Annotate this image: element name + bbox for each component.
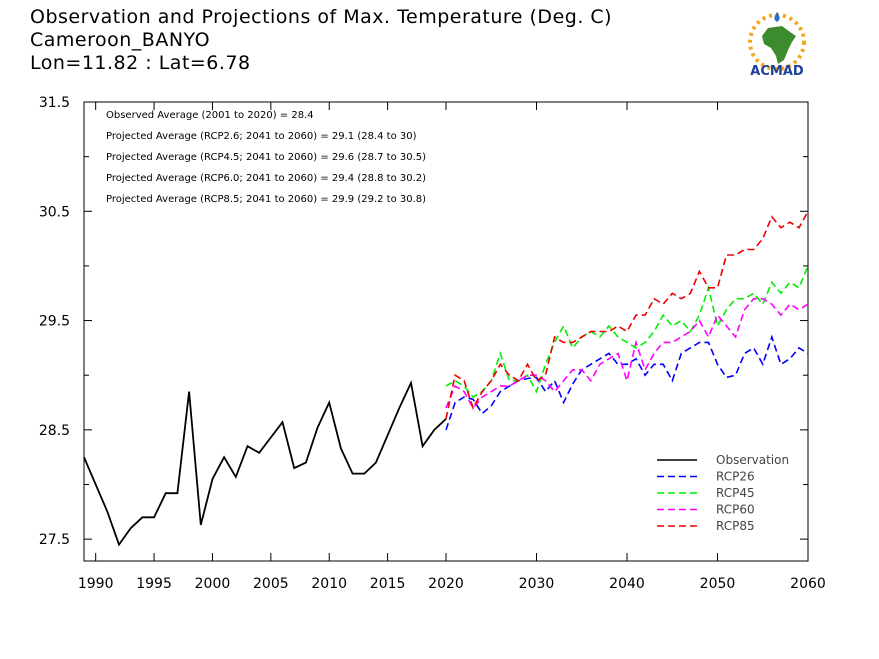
y-tick-label: 27.5	[39, 532, 70, 548]
x-tick-label: 2005	[253, 576, 289, 592]
x-axis-ticks: 1990 1995 2000 2005 2010 2015 2020 2030 2040 2050…	[78, 102, 826, 592]
x-tick-label: 2040	[609, 576, 645, 592]
legend-label: RCP45	[716, 486, 755, 500]
acmad-logo-icon	[748, 12, 806, 71]
y-tick-label: 29.5	[39, 314, 70, 330]
legend-label: RCP60	[716, 503, 755, 517]
x-tick-label: 2060	[790, 576, 826, 592]
x-tick-label: 2010	[311, 576, 347, 592]
x-tick-label: 2000	[195, 576, 231, 592]
y-axis-ticks: 27.5 28.5 29.5 30.5 31.5	[39, 95, 808, 548]
chart-title: Observation and Projections of Max. Temp…	[30, 6, 613, 28]
x-tick-label: 1990	[78, 576, 114, 592]
series-line-rcp26	[445, 334, 809, 431]
legend-label: RCP85	[716, 519, 755, 533]
annotation-line: Projected Average (RCP4.5; 2041 to 2060)…	[106, 152, 426, 163]
y-tick-label: 30.5	[39, 204, 70, 220]
y-tick-label: 31.5	[39, 95, 70, 111]
chart-legend: Observation RCP26 RCP45 RCP60 RCP85	[657, 453, 789, 533]
series-line-observation	[83, 379, 447, 547]
chart-annotations: Observed Average (2001 to 2020) = 28.4 Pr…	[106, 110, 426, 205]
y-tick-label: 28.5	[39, 423, 70, 439]
logo-text: ACMAD	[750, 64, 804, 79]
series-line-rcp85	[445, 210, 809, 420]
legend-label: RCP26	[716, 470, 755, 484]
series-lines	[83, 210, 809, 547]
x-tick-label: 2020	[428, 576, 464, 592]
plot-frame	[83, 101, 809, 562]
x-tick-label: 2015	[370, 576, 406, 592]
annotation-line: Projected Average (RCP8.5; 2041 to 2060)…	[106, 194, 426, 205]
title-block: Observation and Projections of Max. Temp…	[30, 6, 612, 75]
x-tick-label: 2050	[700, 576, 736, 592]
legend-label: Observation	[716, 453, 789, 467]
annotation-line: Observed Average (2001 to 2020) = 28.4	[106, 110, 314, 121]
annotation-line: Projected Average (RCP6.0; 2041 to 2060)…	[106, 173, 426, 184]
x-tick-label: 1995	[136, 576, 172, 592]
series-line-rcp60	[445, 297, 809, 410]
station-name: Cameroon_BANYO	[30, 29, 211, 51]
series-line-rcp45	[445, 265, 809, 399]
x-tick-label: 2030	[519, 576, 555, 592]
station-coordinates: Lon=11.82 : Lat=6.78	[30, 52, 251, 74]
annotation-line: Projected Average (RCP2.6; 2041 to 2060)…	[106, 131, 417, 142]
